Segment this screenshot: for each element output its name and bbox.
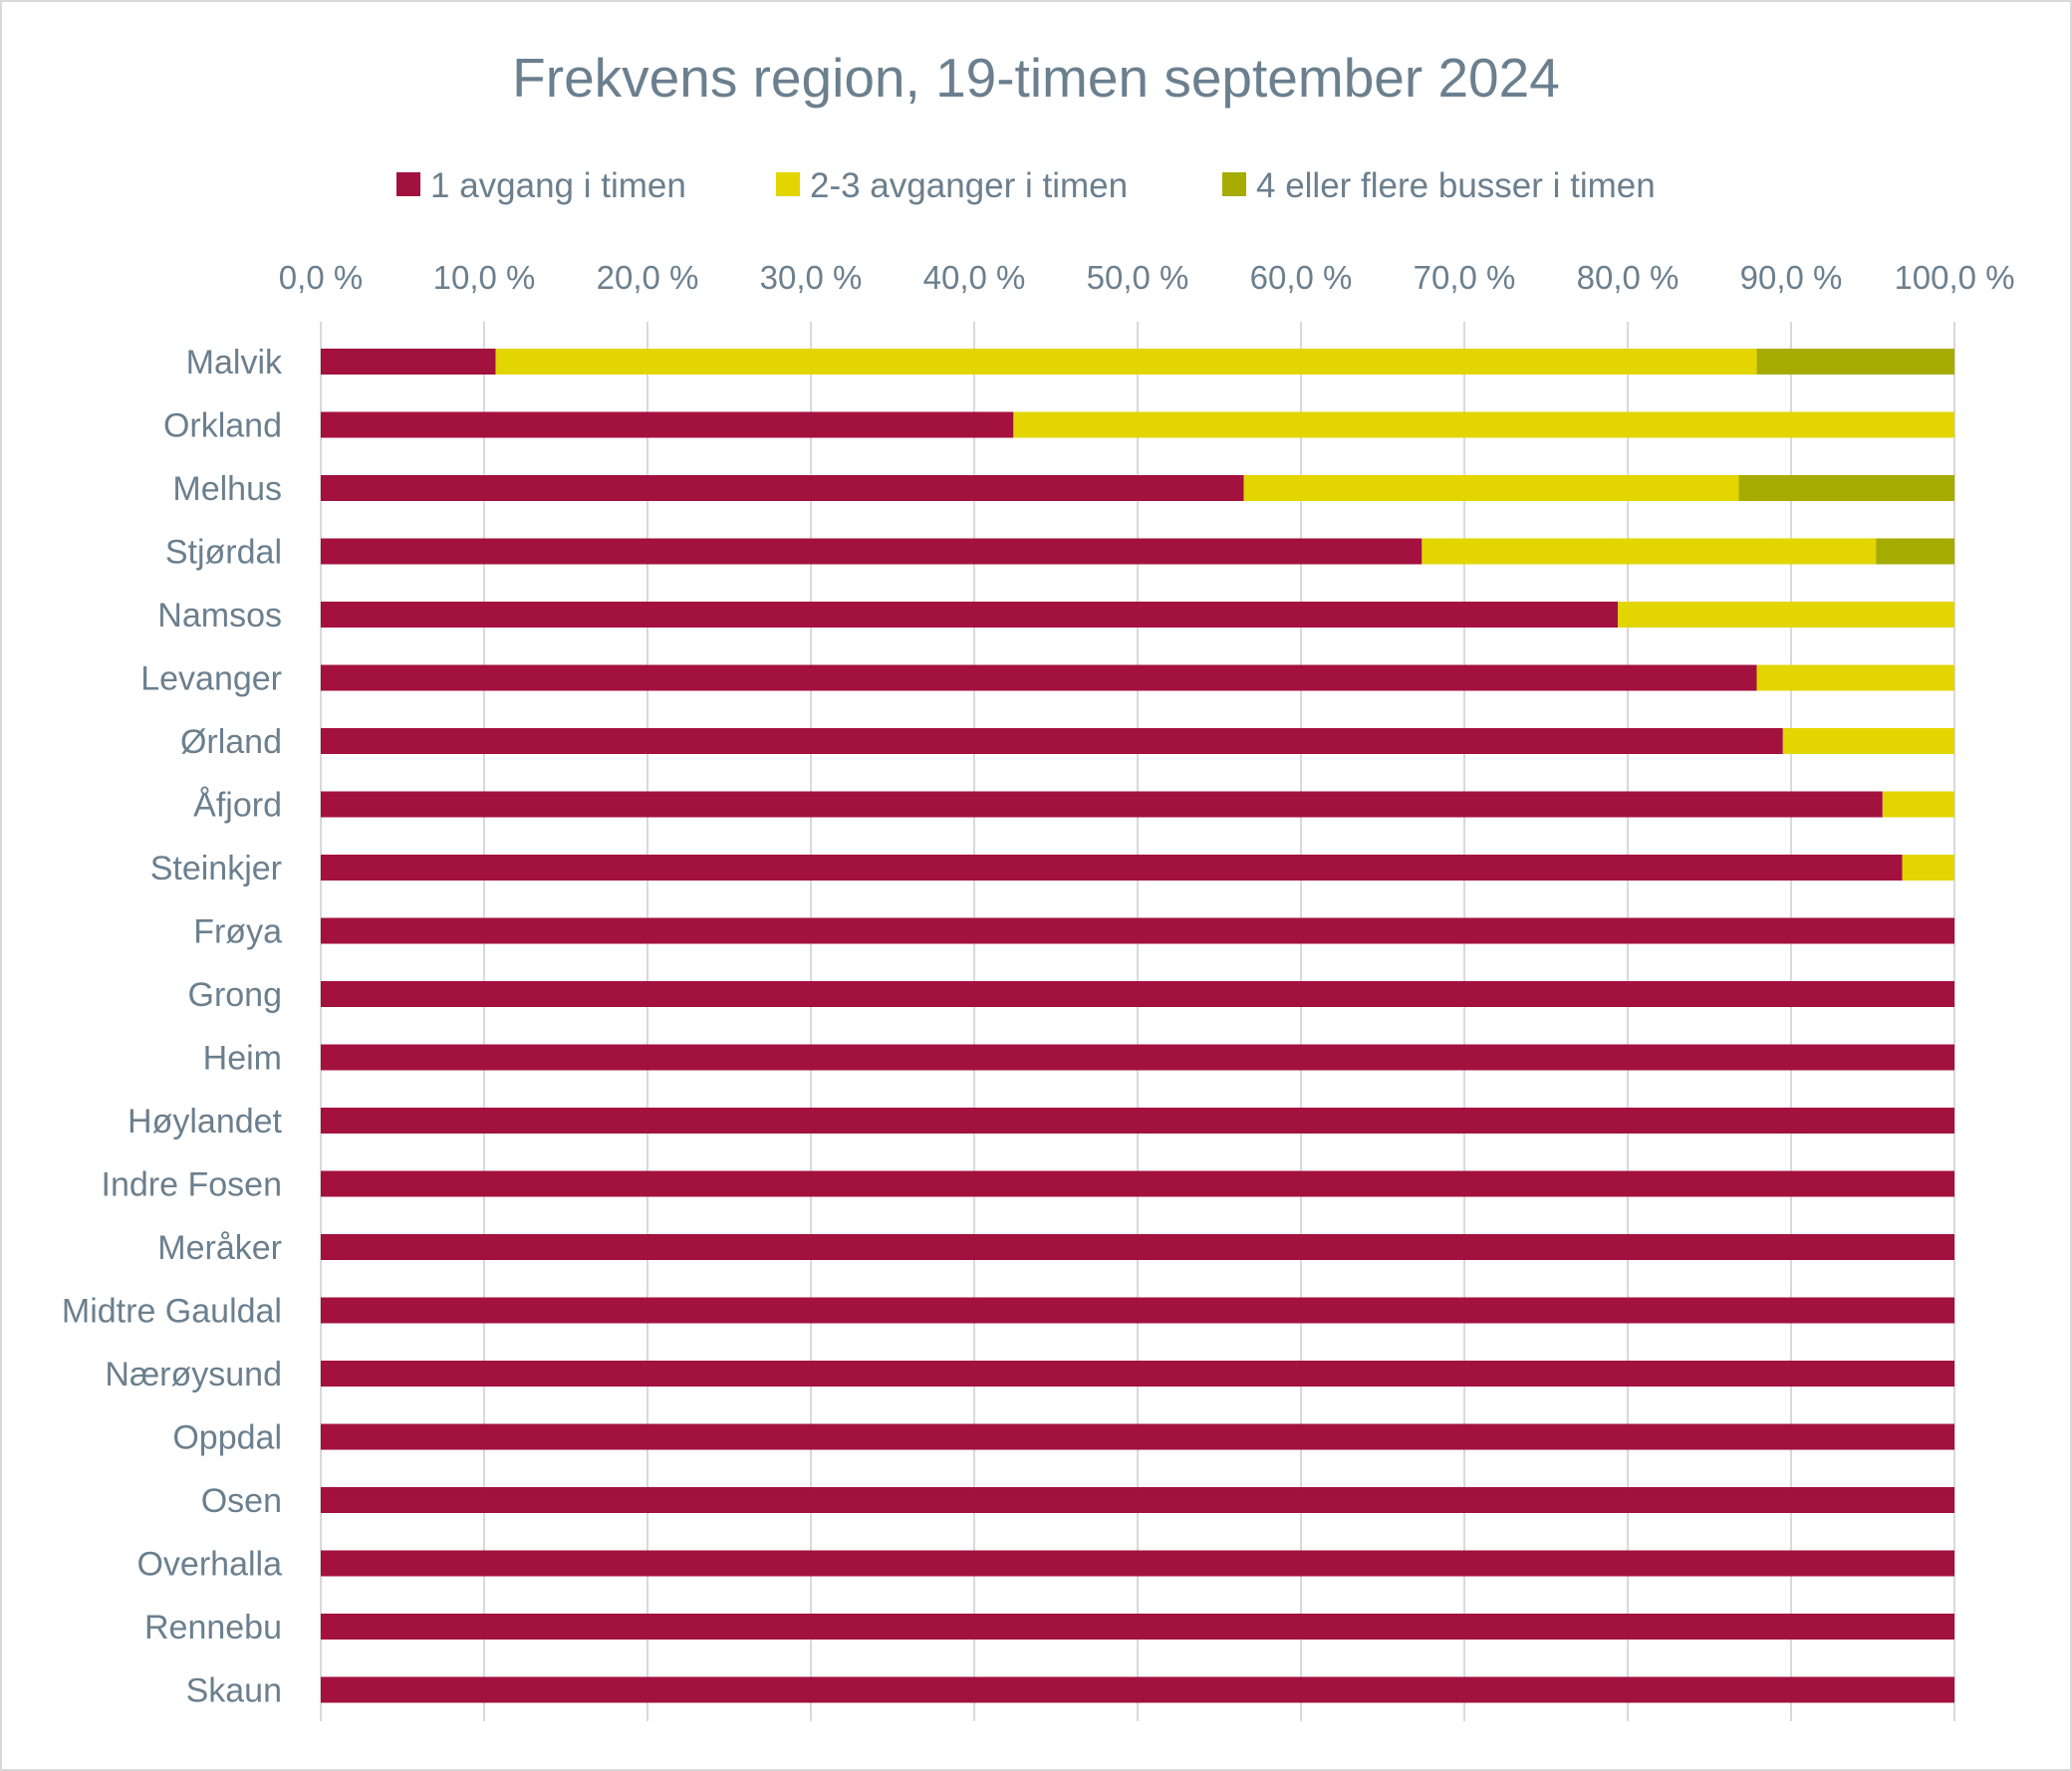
bar-segment-series-2 [1882,791,1954,818]
x-tick-label: 60,0 % [1250,259,1353,296]
x-tick-label: 40,0 % [923,259,1026,296]
bar-segment-series-1 [321,1297,1954,1324]
bar-segment-series-1 [321,411,1014,438]
category-label: Indre Fosen [102,1166,282,1204]
bar-segment-series-1 [321,475,1244,501]
category-label: Høylandet [128,1103,283,1140]
legend: 1 avgang i timen 2-3 avganger i timen 4 … [396,166,1656,205]
category-label: Heim [203,1040,282,1078]
category-label: Åfjord [193,787,282,825]
bar-segment-series-1 [321,855,1903,881]
legend-label-3: 4 eller flere busser i timen [1256,166,1656,205]
bar-segment-series-3 [1756,349,1954,375]
chart-title: Frekvens region, 19-timen september 2024 [512,47,1560,109]
category-label: Osen [201,1482,282,1520]
bar-segment-series-1 [321,1170,1954,1197]
x-tick-label: 30,0 % [760,259,863,296]
legend-label-2: 2-3 avganger i timen [810,166,1128,205]
bar-segment-series-1 [321,349,496,375]
category-label: Levanger [140,660,282,698]
category-label: Grong [188,976,283,1014]
bar-segment-series-2 [495,349,1757,375]
legend-swatch-3 [1222,172,1246,196]
bar-segment-series-1 [321,602,1619,628]
x-tick-label: 20,0 % [597,259,699,296]
x-tick-label: 100,0 % [1894,259,2014,296]
bar-segment-series-1 [321,1108,1954,1134]
legend-swatch-1 [396,172,420,196]
bar-segment-series-1 [321,664,1757,691]
category-label: Overhalla [136,1546,282,1584]
category-label: Namsos [157,597,282,634]
x-tick-label: 90,0 % [1740,259,1843,296]
bar-segment-series-1 [321,1550,1954,1577]
y-axis-categories: Malvik Orkland Melhus Stjørdal Namsos Levange… [62,344,283,1710]
legend-swatch-2 [776,172,800,196]
bar-segment-series-2 [1422,538,1877,565]
category-label: Steinkjer [150,850,282,887]
category-label: Ørland [180,723,282,761]
legend-label-1: 1 avgang i timen [430,166,686,205]
bar-segment-series-2 [1782,728,1954,754]
category-label: Meråker [157,1229,282,1267]
x-tick-label: 80,0 % [1577,259,1680,296]
bar-segment-series-1 [321,791,1883,818]
bar-segment-series-1 [321,1044,1954,1071]
category-label: Midtre Gauldal [62,1293,282,1331]
bar-segment-series-1 [321,1614,1954,1640]
category-label: Rennebu [144,1609,282,1646]
category-label: Malvik [186,344,283,381]
category-label: Frøya [193,913,282,951]
bar-segment-series-1 [321,1676,1954,1703]
bar-segment-series-2 [1902,855,1954,881]
x-axis-ticks: 0,0 % 10,0 % 20,0 % 30,0 % 40,0 % 50,0 % 60,0 … [279,259,2015,296]
x-tick-label: 0,0 % [279,259,363,296]
bar-segment-series-1 [321,538,1423,565]
bar-segment-series-1 [321,917,1954,944]
bar-segment-series-2 [1013,411,1954,438]
bar-segment-series-1 [321,1487,1954,1513]
bar-segment-series-2 [1756,664,1954,691]
category-label: Melhus [172,470,282,508]
bar-segment-series-1 [321,1423,1954,1450]
bars [321,349,1954,1703]
bar-segment-series-1 [321,981,1954,1007]
bar-segment-series-1 [321,728,1783,754]
category-label: Nærøysund [105,1356,282,1393]
category-label: Skaun [186,1672,282,1710]
category-label: Oppdal [172,1419,282,1457]
x-tick-label: 10,0 % [433,259,536,296]
bar-segment-series-3 [1876,538,1954,565]
bar-segment-series-1 [321,1234,1954,1260]
bar-segment-series-3 [1738,475,1954,501]
category-label: Orkland [163,407,282,445]
bar-segment-series-2 [1618,602,1954,628]
x-tick-label: 70,0 % [1414,259,1516,296]
x-tick-label: 50,0 % [1087,259,1189,296]
bar-segment-series-1 [321,1361,1954,1387]
category-label: Stjørdal [165,534,282,572]
bar-segment-series-2 [1243,475,1739,501]
